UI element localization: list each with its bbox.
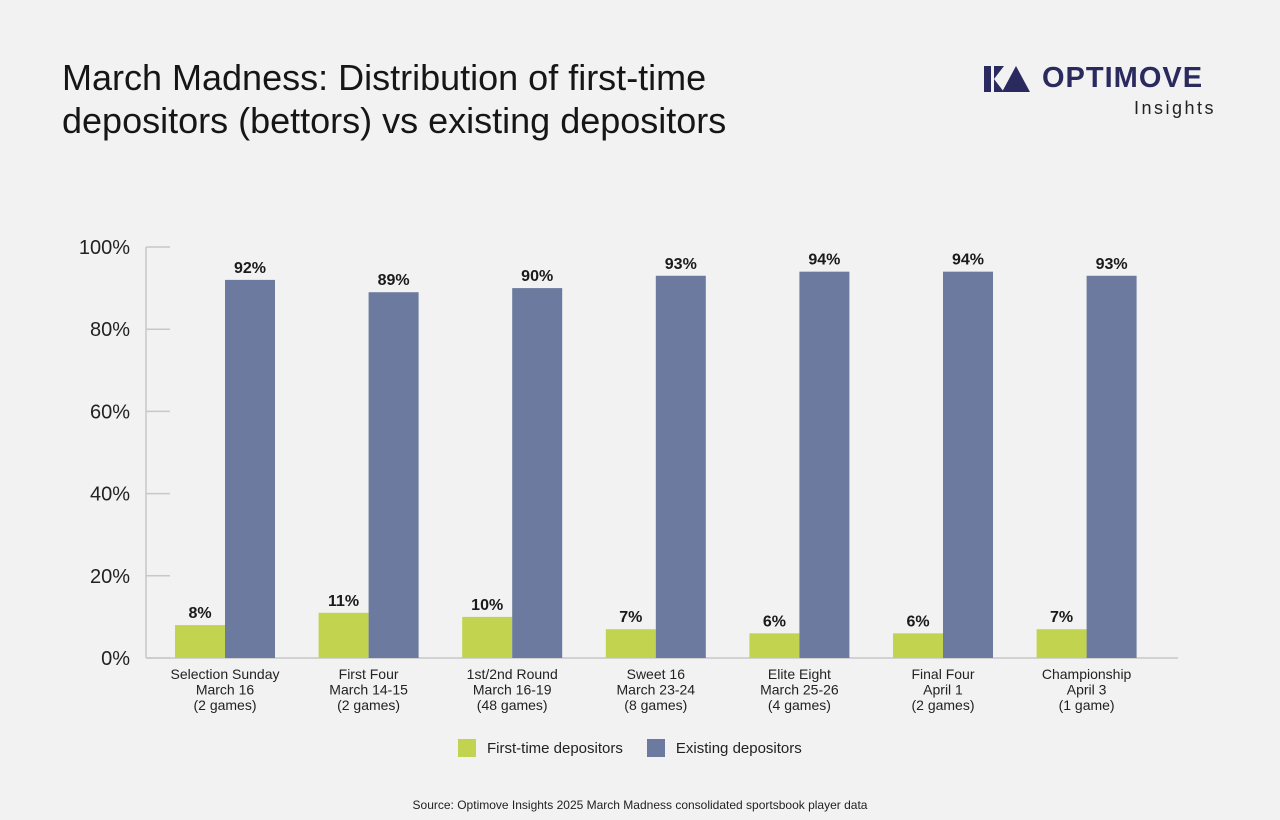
x-category-label-line: Championship	[1042, 666, 1132, 682]
legend-item-existing: Existing depositors	[646, 739, 802, 757]
bar-existing	[512, 288, 563, 658]
bar-existing	[1086, 275, 1137, 658]
data-label-first-time: 7%	[1050, 609, 1073, 626]
x-category-label-line: April 1	[923, 682, 963, 698]
data-label-existing: 90%	[521, 268, 553, 285]
legend-label-existing: Existing depositors	[675, 739, 802, 757]
x-category-label: 1st/2nd Round March 16-19 (48 games)	[467, 666, 558, 713]
data-label-existing: 93%	[1096, 256, 1128, 273]
data-label-existing: 94%	[952, 252, 984, 269]
legend-item-first-time: First-time depositors	[458, 739, 623, 757]
data-label-first-time: 7%	[619, 609, 642, 626]
data-label-existing: 92%	[234, 260, 266, 277]
data-label-existing: 94%	[808, 252, 840, 269]
bar-existing	[368, 292, 419, 658]
x-category-label-line: (2 games)	[193, 697, 256, 713]
source-note: Source: Optimove Insights 2025 March Mad…	[412, 798, 868, 812]
x-category-label-line: March 16	[196, 682, 255, 698]
x-category-label-line: Sweet 16	[627, 666, 686, 682]
logo-wordmark: OPTIMOVE	[1042, 62, 1204, 94]
bar-first-time	[462, 616, 513, 658]
x-category-label-line: (1 game)	[1059, 697, 1115, 713]
data-label-first-time: 11%	[328, 593, 359, 610]
bar-first-time	[318, 612, 369, 658]
logo-subtitle: Insights	[1133, 98, 1216, 118]
y-tick-label: 40%	[90, 484, 130, 506]
y-tick-label: 80%	[90, 319, 130, 341]
data-label-first-time: 10%	[471, 597, 503, 614]
bar-existing	[799, 271, 850, 658]
chart-legend: First-time depositors Existing depositor…	[458, 737, 826, 759]
bar-first-time	[605, 629, 656, 658]
x-category-label-line: March 25-26	[760, 682, 839, 698]
legend-swatch-existing	[646, 739, 665, 757]
x-category-label-line: (2 games)	[337, 697, 400, 713]
bar-chart: 0%20%40%60%80%100%8%92%Selection Sunday M…	[79, 237, 1178, 713]
x-category-label-line: Final Four	[911, 666, 974, 682]
data-label-existing: 89%	[378, 272, 410, 289]
data-label-first-time: 8%	[188, 605, 211, 622]
bar-existing	[225, 279, 275, 658]
y-tick-label: 0%	[101, 648, 130, 670]
x-category-label-line: 1st/2nd Round	[467, 666, 558, 682]
bar-first-time	[1036, 629, 1087, 658]
x-category-label-line: (8 games)	[624, 697, 687, 713]
x-category-label-line: (2 games)	[911, 697, 974, 713]
optimove-logo-icon	[984, 66, 1030, 92]
x-category-label: First Four March 14-15 (2 games)	[329, 666, 408, 713]
bar-first-time	[175, 625, 225, 658]
x-category-label-line: March 14-15	[329, 682, 408, 698]
x-category-label-line: (4 games)	[768, 697, 831, 713]
x-category-label-line: April 3	[1067, 682, 1107, 698]
x-category-label-line: (48 games)	[477, 697, 548, 713]
x-category-label: Final Four April 1 (2 games)	[911, 666, 974, 713]
bar-first-time	[893, 633, 943, 658]
x-category-label: Elite Eight March 25-26 (4 games)	[760, 666, 839, 713]
optimove-logo: OPTIMOVE Insights	[984, 62, 1216, 122]
y-tick-label: 60%	[90, 401, 130, 423]
data-label-existing: 93%	[665, 256, 697, 273]
x-category-label-line: March 23-24	[617, 682, 696, 698]
x-category-label: Sweet 16 March 23-24 (8 games)	[617, 666, 696, 713]
bar-existing	[655, 275, 706, 658]
y-tick-label: 20%	[90, 566, 130, 588]
chart-title: March Madness: Distribution of first-tim…	[62, 57, 727, 141]
x-category-label-line: March 16-19	[473, 682, 552, 698]
x-category-label: Selection Sunday March 16 (2 games)	[171, 666, 280, 713]
x-category-label-line: Elite Eight	[768, 666, 831, 682]
data-label-first-time: 6%	[763, 613, 786, 630]
legend-swatch-first-time	[458, 739, 476, 757]
legend-label-first-time: First-time depositors	[487, 739, 623, 757]
x-category-label-line: First Four	[339, 666, 399, 682]
x-category-label: Championship April 3 (1 game)	[1042, 666, 1132, 713]
y-tick-label: 100%	[79, 237, 130, 259]
x-category-label-line: Selection Sunday	[171, 666, 280, 682]
bar-existing	[943, 271, 993, 658]
bar-first-time	[749, 633, 800, 658]
data-label-first-time: 6%	[906, 613, 929, 630]
